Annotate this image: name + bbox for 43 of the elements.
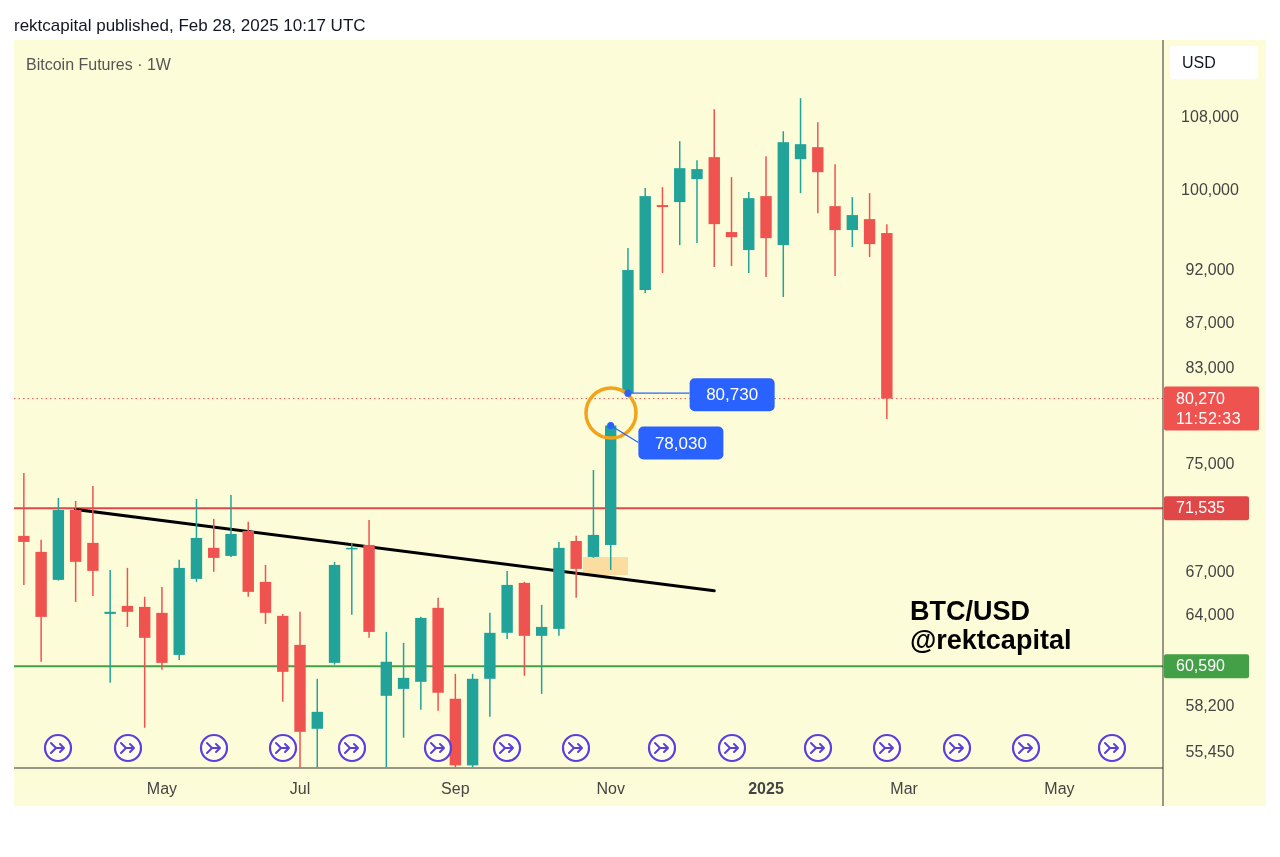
candlestick xyxy=(225,494,237,558)
y-tick-label: 67,000 xyxy=(1185,562,1235,580)
y-tick-label: 92,000 xyxy=(1185,260,1235,278)
x-tick-label: May xyxy=(146,780,178,797)
candlestick xyxy=(104,569,116,684)
annotation: BTC/USD xyxy=(910,596,1030,626)
x-tick-label: Jul xyxy=(289,780,311,797)
text: 11:52:33 xyxy=(1176,409,1242,427)
candlestick xyxy=(691,159,703,244)
candlestick xyxy=(397,642,410,739)
y-tick-label: 75,000 xyxy=(1185,455,1235,473)
annotation: @rektcapital xyxy=(910,625,1072,655)
candlestick xyxy=(311,678,323,768)
y-tick-label: 87,000 xyxy=(1185,313,1235,331)
y-axis-title: USD xyxy=(1182,54,1216,71)
chart-subtitle: rektcapital published, Feb 28, 2025 10:17 UTC xyxy=(14,16,366,35)
x-tick-label: 2025 xyxy=(748,780,784,797)
y-tick-label: 58,200 xyxy=(1185,696,1235,714)
candlestick xyxy=(829,163,841,277)
x-tick-label: Sep xyxy=(441,780,470,797)
candlestick xyxy=(587,469,600,559)
y-tick-label: 108,000 xyxy=(1181,108,1240,126)
candlestick xyxy=(794,97,807,194)
candlestick xyxy=(846,196,859,248)
ref-line-label: 71,535 xyxy=(1176,499,1226,517)
ref-line-label: 80,270 xyxy=(1176,389,1226,407)
annotation: 80,730 xyxy=(706,385,759,405)
candlestick xyxy=(535,604,548,695)
y-tick-label: 100,000 xyxy=(1181,181,1240,199)
candlestick xyxy=(725,176,738,267)
annotation: 78,030 xyxy=(654,433,707,453)
x-tick-label: Mar xyxy=(890,780,919,797)
y-tick-label: 83,000 xyxy=(1185,358,1235,376)
x-tick-label: Nov xyxy=(596,780,625,797)
ref-line-label: 60,590 xyxy=(1176,657,1226,675)
candlestick xyxy=(656,186,669,274)
text: Bitcoin Futures · 1W xyxy=(26,56,172,73)
candlestick xyxy=(121,567,134,628)
y-tick-label: 55,450 xyxy=(1185,742,1235,760)
candlestick xyxy=(18,472,30,586)
y-tick-label: 64,000 xyxy=(1185,606,1235,624)
candlestick xyxy=(208,518,220,573)
x-tick-label: May xyxy=(1044,780,1075,797)
